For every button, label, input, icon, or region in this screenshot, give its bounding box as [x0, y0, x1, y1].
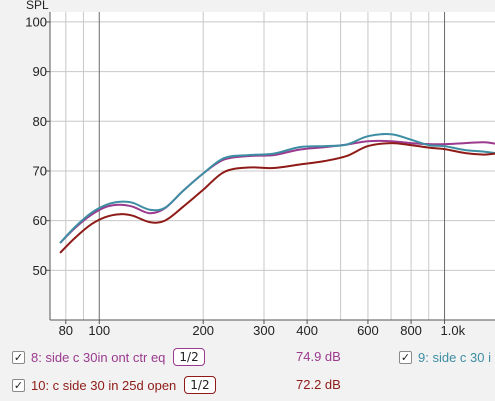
series-9-checkbox[interactable]: ✓ — [399, 350, 412, 364]
chart: SPL 50 60 70 80 90 100 80 100 200 300 400 600 800 1.0k — [25, 0, 495, 338]
plot-area — [50, 12, 495, 320]
series-8-checkbox[interactable]: ✓ — [12, 350, 25, 364]
series-9-label: 9: side c 30 i — [418, 349, 491, 365]
grid — [50, 12, 495, 320]
axes: SPL 50 60 70 80 90 100 80 100 200 300 400 600 800 1.0k — [25, 0, 495, 338]
y-axis-title: SPL — [26, 0, 49, 12]
series-layer — [59, 133, 495, 254]
series-8-level-value: 74.9 dB — [296, 349, 341, 364]
y-tick-label: 60 — [33, 213, 47, 228]
x-tick-label: 80 — [59, 323, 73, 338]
series-10-checkbox[interactable]: ✓ — [12, 378, 25, 392]
series-line-1 — [59, 139, 495, 244]
y-tick-label: 50 — [33, 263, 47, 278]
series-8-label: 8: side c 30in ont ctr eq — [31, 349, 166, 365]
legend-item-series-8[interactable]: ✓ 8: side c 30in ont ctr eq 1/2 — [12, 346, 205, 368]
y-tick-label: 100 — [25, 14, 47, 29]
x-tick-label: 1.0k — [441, 323, 466, 338]
x-tick-label: 400 — [296, 323, 318, 338]
legend-item-series-9[interactable]: ✓ 9: side c 30 i — [399, 346, 491, 368]
y-tick-label: 70 — [33, 163, 47, 178]
series-10-smoothing-button[interactable]: 1/2 — [184, 376, 216, 394]
x-tick-label: 100 — [88, 323, 110, 338]
series-line-2 — [59, 133, 495, 244]
series-10-label: 10: c side 30 in 25d open — [31, 377, 177, 393]
series-8-smoothing-button[interactable]: 1/2 — [173, 348, 205, 366]
series-line-3 — [59, 142, 495, 254]
x-tick-label: 800 — [400, 323, 422, 338]
y-tick-label: 90 — [33, 64, 47, 79]
series-10-level-value: 72.2 dB — [296, 377, 341, 392]
y-tick-label: 80 — [33, 114, 47, 129]
x-tick-label: 300 — [253, 323, 275, 338]
x-tick-label: 200 — [192, 323, 214, 338]
legend-item-series-10[interactable]: ✓ 10: c side 30 in 25d open 1/2 — [12, 374, 216, 396]
x-tick-label: 600 — [357, 323, 379, 338]
